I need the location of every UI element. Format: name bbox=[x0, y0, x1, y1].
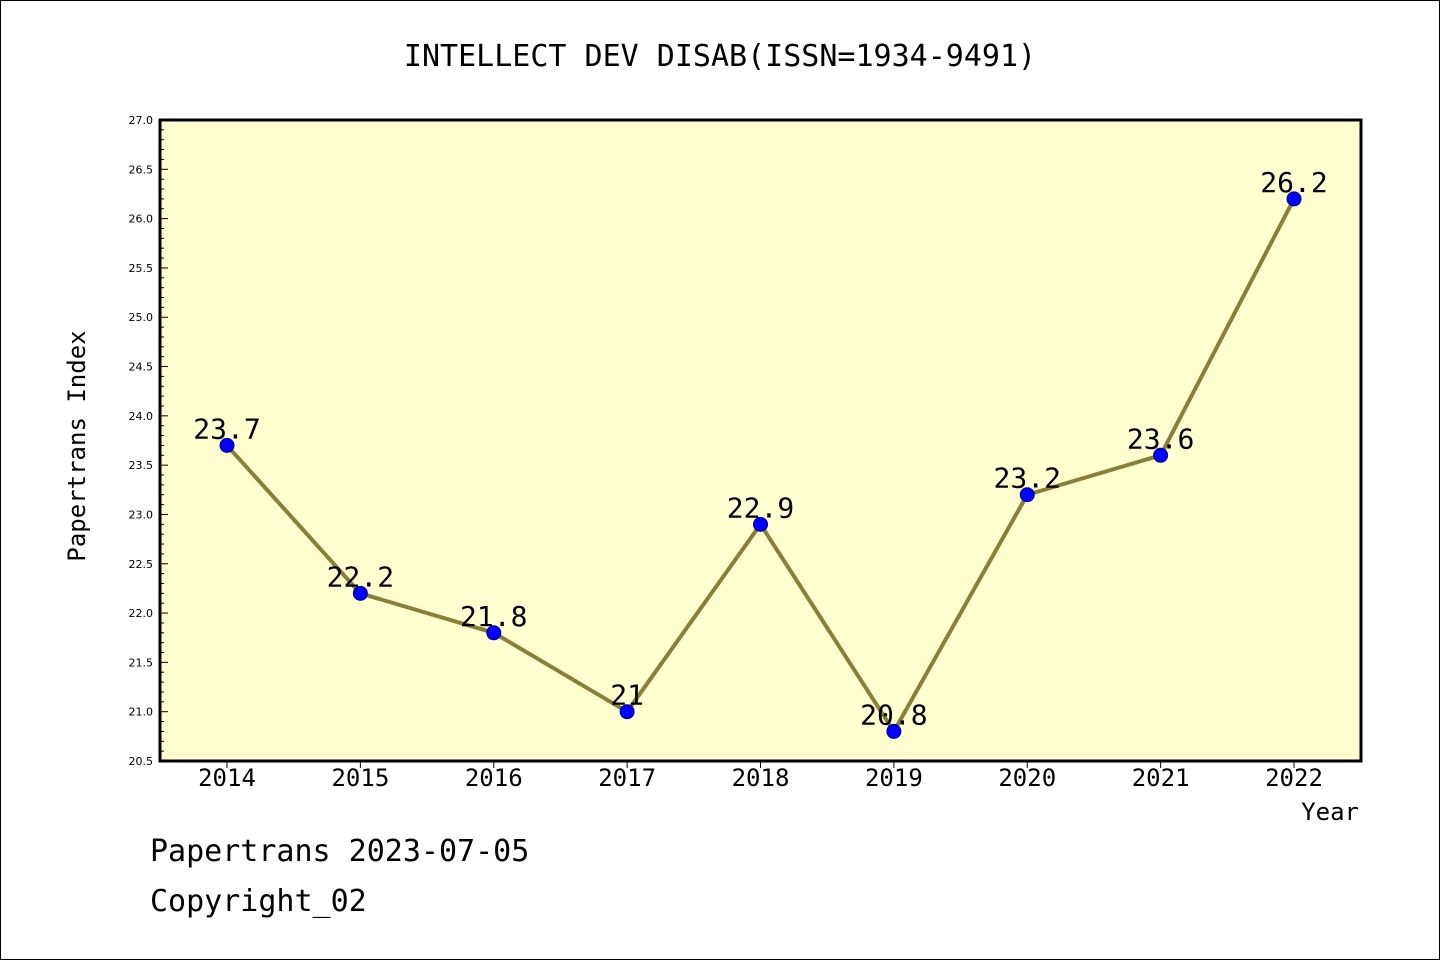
data-point bbox=[1286, 191, 1302, 207]
data-point bbox=[1153, 447, 1169, 463]
data-label: 26.2 bbox=[1260, 166, 1327, 199]
y-axis-label: Papertrans Index bbox=[63, 330, 91, 561]
data-label: 23.7 bbox=[193, 412, 260, 445]
plot-border bbox=[158, 118, 1363, 763]
plot-background bbox=[160, 120, 1361, 761]
data-point bbox=[219, 437, 235, 453]
chart-title: INTELLECT DEV DISAB(ISSN=1934-9491) bbox=[404, 39, 1036, 74]
data-point bbox=[753, 516, 768, 532]
x-tick-label: 2021 bbox=[1132, 764, 1190, 792]
y-tick-label: 23.5 bbox=[129, 459, 154, 472]
data-label: 21.8 bbox=[460, 600, 527, 633]
x-tick-label: 2015 bbox=[331, 764, 389, 792]
y-tick-label: 22.5 bbox=[129, 558, 154, 571]
y-tick-label: 22.0 bbox=[129, 607, 154, 620]
x-tick-label: 2019 bbox=[865, 764, 923, 792]
data-point bbox=[1019, 487, 1035, 503]
y-tick-label: 20.5 bbox=[129, 755, 154, 768]
footer-copyright-text: Copyright_02 bbox=[150, 884, 367, 919]
data-point bbox=[486, 625, 502, 641]
x-tick-label: 2016 bbox=[465, 764, 523, 792]
x-tick-label: 2014 bbox=[198, 764, 256, 792]
y-tick-label: 24.0 bbox=[129, 410, 154, 423]
y-tick-label: 26.5 bbox=[129, 163, 154, 176]
data-label: 20.8 bbox=[860, 698, 927, 731]
y-tick-label: 21.0 bbox=[129, 706, 154, 719]
y-tick-label: 25.0 bbox=[129, 311, 154, 324]
x-tick-label: 2018 bbox=[732, 764, 790, 792]
y-tick-label: 23.0 bbox=[129, 508, 154, 521]
data-label: 23.2 bbox=[994, 462, 1061, 495]
y-tick-label: 25.5 bbox=[129, 262, 154, 275]
footer-date-text: Papertrans 2023-07-05 bbox=[150, 834, 530, 869]
x-tick-label: 2022 bbox=[1265, 764, 1323, 792]
data-point bbox=[619, 704, 635, 720]
x-tick-label: 2020 bbox=[998, 764, 1056, 792]
data-label: 23.6 bbox=[1127, 422, 1194, 455]
data-label: 21 bbox=[610, 679, 644, 712]
data-point bbox=[352, 585, 368, 601]
y-tick-label: 21.5 bbox=[129, 656, 154, 669]
plot-area: 20.5 21.0 21.5 22.0 22.5 23.0 23.5 24.0 24.5 25.0… bbox=[129, 114, 1363, 792]
x-tick-label: 2017 bbox=[598, 764, 656, 792]
y-tick-label: 24.5 bbox=[129, 361, 154, 374]
data-label: 22.9 bbox=[727, 491, 794, 524]
x-axis-label: Year bbox=[1301, 798, 1359, 826]
y-tick-label: 27.0 bbox=[129, 114, 154, 127]
y-tick-label: 26.0 bbox=[129, 213, 154, 226]
data-label: 22.2 bbox=[327, 560, 394, 593]
data-point bbox=[886, 723, 902, 739]
